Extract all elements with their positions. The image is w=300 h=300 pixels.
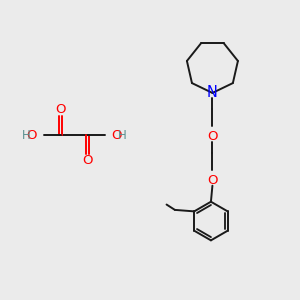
Text: O: O	[82, 154, 93, 167]
Text: O: O	[56, 103, 66, 116]
Text: H: H	[22, 129, 30, 142]
Text: O: O	[207, 174, 218, 188]
Text: O: O	[111, 129, 122, 142]
Text: H: H	[118, 129, 127, 142]
Text: O: O	[207, 130, 218, 143]
Text: O: O	[27, 129, 37, 142]
Text: N: N	[207, 85, 218, 100]
